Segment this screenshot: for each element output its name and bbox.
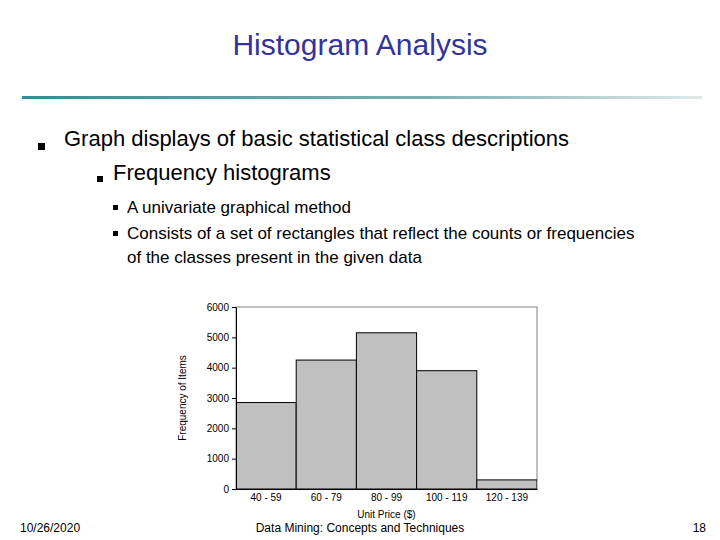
y-tick-mark xyxy=(232,459,236,460)
y-axis-title: Frequency of Items xyxy=(177,355,188,441)
title-rule xyxy=(22,96,702,99)
y-tick: 6000 xyxy=(207,302,236,313)
x-tick: 60 - 79 xyxy=(311,492,343,503)
bullet-marker xyxy=(113,231,118,236)
y-tick-mark xyxy=(232,307,236,308)
footer-date: 10/26/2020 xyxy=(20,521,80,535)
point: A univariate graphical method xyxy=(127,196,637,220)
y-tick: 3000 xyxy=(207,393,236,404)
y-tick-label: 3000 xyxy=(207,393,230,404)
y-tick-label: 6000 xyxy=(207,302,230,313)
y-tick-label: 2000 xyxy=(207,423,230,434)
bullet: Graph displays of basic statistical clas… xyxy=(64,126,569,152)
y-axis-line xyxy=(236,308,237,490)
chart-frame xyxy=(172,298,542,522)
x-tick: 80 - 99 xyxy=(371,492,403,503)
x-tick-label: 80 - 99 xyxy=(371,492,403,503)
y-tick-label: 5000 xyxy=(207,332,230,343)
y-tick-label: 0 xyxy=(223,484,229,495)
bar xyxy=(296,360,356,489)
sub-bullet: Frequency histograms xyxy=(113,160,331,186)
y-tick-mark xyxy=(232,368,236,369)
y-tick-mark xyxy=(232,337,236,338)
footer-page: 18 xyxy=(693,521,706,535)
x-tick: 40 - 59 xyxy=(251,492,283,503)
bullet-marker xyxy=(38,143,45,150)
bullet-marker xyxy=(113,205,118,210)
y-tick: 4000 xyxy=(207,362,236,373)
y-tick: 5000 xyxy=(207,332,236,343)
bar xyxy=(356,333,416,489)
point: Consists of a set of rectangles that ref… xyxy=(127,222,637,270)
y-tick: 0 xyxy=(223,484,236,495)
x-tick: 120 - 139 xyxy=(486,492,529,503)
y-tick-mark xyxy=(232,428,236,429)
bars xyxy=(236,333,537,489)
y-tick-label: 4000 xyxy=(207,362,230,373)
slide: Histogram Analysis Graph displays of basi… xyxy=(0,0,720,540)
y-tick-mark xyxy=(232,489,236,490)
x-axis-title: Unit Price ($) xyxy=(357,509,415,520)
y-axis: 0 1000 2000 3000 4000 5000 6000 xyxy=(207,302,237,495)
y-tick-label: 1000 xyxy=(207,453,230,464)
x-tick: 100 - 119 xyxy=(426,492,468,503)
plot-frame xyxy=(236,307,537,489)
y-tick-mark xyxy=(232,398,236,399)
x-tick-label: 100 - 119 xyxy=(426,492,468,503)
slide-title: Histogram Analysis xyxy=(0,28,720,62)
x-axis: 40 - 59 60 - 79 80 - 99 100 - 119 120 - 139 xyxy=(237,490,538,504)
bar xyxy=(417,371,477,489)
footer-center: Data Mining: Concepts and Techniques xyxy=(0,521,720,535)
x-tick-label: 60 - 79 xyxy=(311,492,343,503)
bullet-marker xyxy=(97,176,103,182)
x-tick-label: 40 - 59 xyxy=(251,492,283,503)
bar xyxy=(236,403,296,489)
x-tick-label: 120 - 139 xyxy=(486,492,529,503)
y-tick: 2000 xyxy=(207,423,236,434)
bar xyxy=(477,480,537,489)
x-axis-line xyxy=(237,489,538,490)
y-tick: 1000 xyxy=(207,453,236,464)
chart-svg: 0 1000 2000 3000 4000 5000 6000 40 - 59 60 - 79 8… xyxy=(0,0,720,540)
